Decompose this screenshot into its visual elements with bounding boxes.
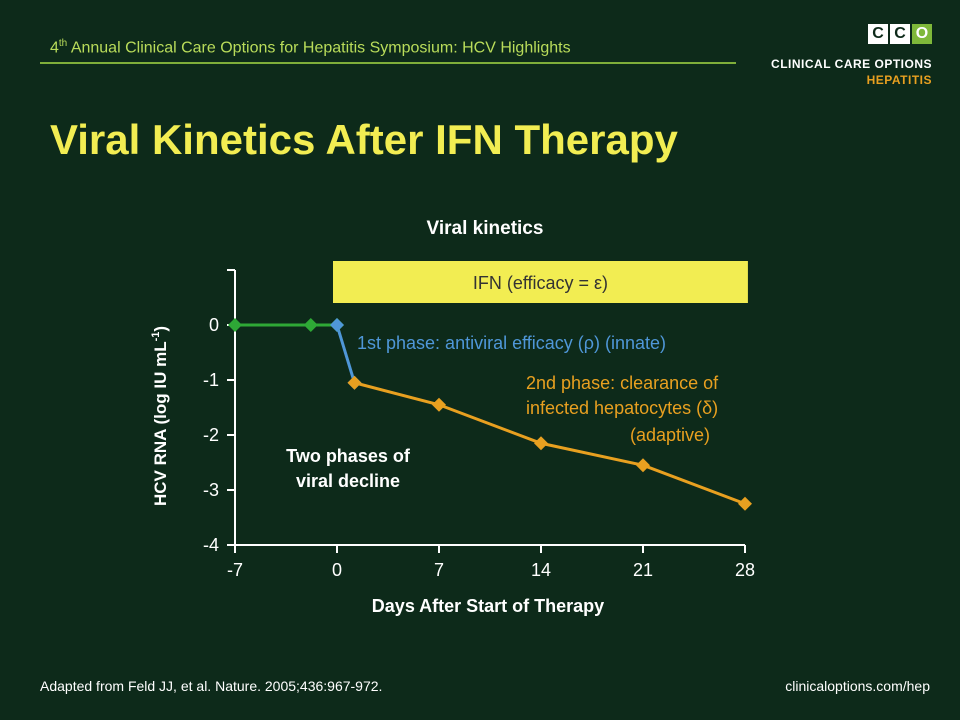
series-line-2 (335, 324, 356, 384)
data-point (228, 318, 242, 332)
header-title: 4th Annual Clinical Care Options for Hep… (50, 38, 571, 57)
annotation-phase2-line1: 2nd phase: clearance of (526, 373, 719, 393)
footer-url[interactable]: clinicaloptions.com/hep (785, 678, 930, 694)
x-tick-label: 0 (332, 560, 342, 580)
y-tick-label: 0 (209, 315, 219, 335)
data-point (330, 318, 344, 332)
logo-box-1: C (868, 24, 888, 44)
logo-box-3: O (912, 24, 932, 44)
annotation-phase1: 1st phase: antiviral efficacy (ρ) (innat… (357, 333, 666, 353)
header-title-ordinal: th (58, 38, 68, 49)
header-divider (40, 62, 736, 64)
data-point (303, 318, 318, 332)
logo-box-2: C (890, 24, 910, 44)
x-tick-label: -7 (227, 560, 243, 580)
chart-title: Viral kinetics (427, 218, 544, 239)
annotation-phase2-line3: (adaptive) (630, 425, 710, 445)
logo-text-line1: CLINICAL CARE OPTIONS (771, 57, 932, 71)
ifn-box-label: IFN (efficacy = ε) (473, 273, 608, 293)
x-tick-label: 28 (735, 560, 755, 580)
ifn-box-group: IFN (efficacy = ε) (333, 261, 748, 303)
data-point (432, 397, 446, 412)
header-title-number: 4 (50, 39, 59, 57)
clinical-care-options-logo: C C O CLINICAL CARE OPTIONS HEPATITIS (766, 24, 936, 94)
data-point (534, 436, 548, 451)
annotation-two-phases-line2: viral decline (296, 471, 400, 491)
y-axis-label-end: ) (151, 326, 170, 332)
citation: Adapted from Feld JJ, et al. Nature. 200… (40, 678, 383, 694)
data-point (738, 496, 752, 511)
ifn-box (333, 261, 748, 303)
data-point (636, 458, 650, 473)
data-point (347, 375, 362, 390)
y-tick-label: -1 (203, 370, 219, 390)
y-tick-label: -4 (203, 535, 219, 555)
x-tick-label: 7 (434, 560, 444, 580)
y-tick-label: -3 (203, 480, 219, 500)
y-axis-label-sup: -1 (150, 332, 162, 342)
chart-series (228, 318, 752, 511)
slide-title: Viral Kinetics After IFN Therapy (50, 116, 678, 163)
y-axis-label-main: HCV RNA (log IU mL (151, 341, 170, 506)
y-axis-label: HCV RNA (log IU mL-1) (150, 326, 170, 506)
logo-letter-boxes: C C O (868, 24, 932, 44)
x-tick-label: 14 (531, 560, 551, 580)
x-axis-label: Days After Start of Therapy (372, 596, 604, 616)
logo-text-line2: HEPATITIS (866, 73, 932, 87)
header-title-text: Annual Clinical Care Options for Hepatit… (67, 39, 571, 57)
annotation-two-phases-line1: Two phases of (286, 446, 411, 466)
x-tick-label: 21 (633, 560, 653, 580)
y-tick-label: -2 (203, 425, 219, 445)
annotation-phase2-line2: infected hepatocytes (δ) (526, 398, 718, 418)
